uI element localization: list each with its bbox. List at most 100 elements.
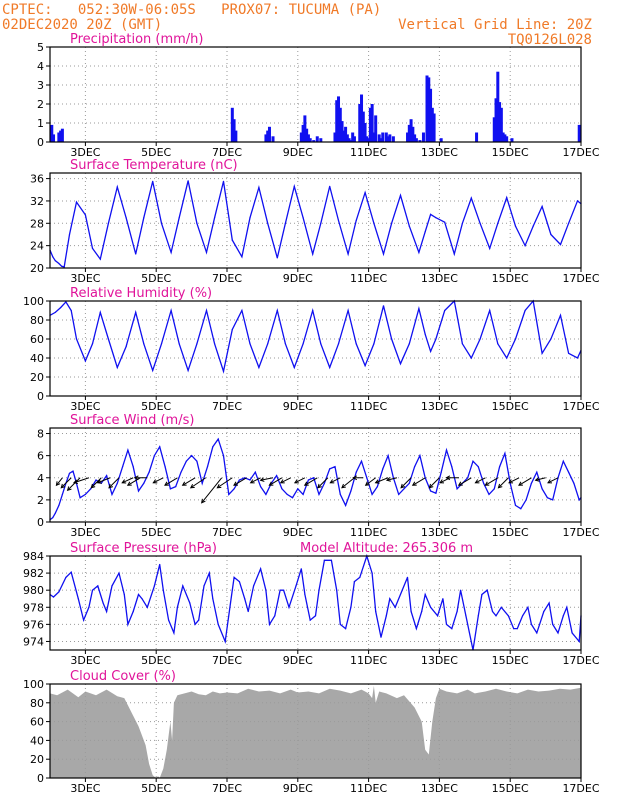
data-point [364,192,366,194]
wind-arrow-head [249,479,255,484]
data-point [222,370,225,372]
wind-arrow [508,477,520,484]
data-point [376,486,378,488]
data-point [205,251,208,253]
x-tick-label: 9DEC [283,654,313,667]
panel-title: Surface Pressure (hPa) [70,541,217,556]
data-point [77,598,79,600]
data-point [418,308,420,310]
wind-arrow-head [457,481,463,486]
y-tick-label: 36 [30,173,44,186]
data-point [102,602,104,604]
y-tick-label: 1 [37,117,44,130]
data-point [514,504,517,506]
data-point [355,471,357,473]
precip-bar [361,111,365,142]
y-tick-label: 2 [37,494,44,507]
wind-arrow-head [400,483,406,489]
data-point [557,632,559,634]
data-point [238,479,240,481]
data-point [442,598,444,600]
precip-bar [352,136,356,142]
precip-bar [475,132,479,142]
cloud-cover-area [50,685,581,778]
data-point [444,309,446,312]
y-tick-label: 24 [30,240,44,253]
data-point [68,472,71,474]
wind-arrow-head [374,479,380,484]
y-tick-label: 32 [30,195,44,208]
data-point [60,307,62,309]
precip-bar [496,71,500,142]
data-point [355,219,357,222]
wind-arrow [485,477,499,486]
wind-arrow [90,477,102,489]
data-point [493,488,495,490]
panel-0: Precipitation (mm/h) 0 1 2 3 4 5 3DEC 5DEC 7DEC 9D… [37,32,600,159]
precip-bar [365,136,369,142]
y-tick-label: 4 [37,60,44,73]
x-tick-label: 7DEC [212,782,242,795]
x-tick-label: 17DEC [562,654,599,667]
data-point [418,251,420,253]
data-point [169,488,171,490]
panel-4: Surface Pressure (hPa) Model Altitude: 26… [23,541,600,667]
wind-arrow-head [341,483,346,489]
y-tick-label: 40 [30,352,44,365]
plot-frame [49,555,582,651]
x-tick-label: 5DEC [141,654,171,667]
x-tick-label: 3DEC [70,400,100,413]
x-tick-label: 13DEC [421,400,458,413]
data-point [371,493,373,495]
data-point [90,488,92,490]
precip-bar [374,115,378,142]
precip-bar [499,107,503,142]
data-point [135,253,137,255]
data-point [424,593,426,596]
data-point [375,610,377,613]
precip-bar [57,132,61,142]
data-point [65,576,67,579]
data-point [187,369,189,371]
data-point [461,222,463,224]
data-point [453,253,455,255]
x-tick-label: 9DEC [283,782,313,795]
y-tick-label: 3 [37,79,44,92]
data-point [122,466,124,468]
data-point [530,482,533,484]
data-point [91,589,94,591]
data-point [522,615,524,617]
data-point [571,632,573,634]
plot-area [50,173,581,268]
data-point [398,493,400,495]
data-point [550,233,552,236]
wind-arrow [400,477,412,489]
data-point [435,492,437,494]
wind-arrow-head [293,479,299,484]
data-point [214,217,216,219]
data-point [552,623,554,626]
data-point [403,488,405,490]
x-tick-label: 15DEC [492,400,529,413]
data-point [576,357,579,359]
data-point [241,256,243,258]
data-point [410,610,412,613]
data-point [302,217,304,219]
data-point [536,632,538,634]
data-point [391,222,393,224]
precip-bar [372,132,376,142]
data-point [84,214,86,216]
data-point [440,471,442,473]
data-point [267,343,269,345]
precip-bar [301,124,305,142]
data-point [414,466,416,468]
data-point [162,589,164,591]
data-point [470,357,472,359]
precip-bar [384,132,388,142]
wind-arrow-head [259,477,265,482]
data-point [541,352,543,354]
y-tick-label: 20 [30,262,44,275]
data-point [541,205,543,208]
data-point [524,309,526,312]
data-point [106,475,108,477]
